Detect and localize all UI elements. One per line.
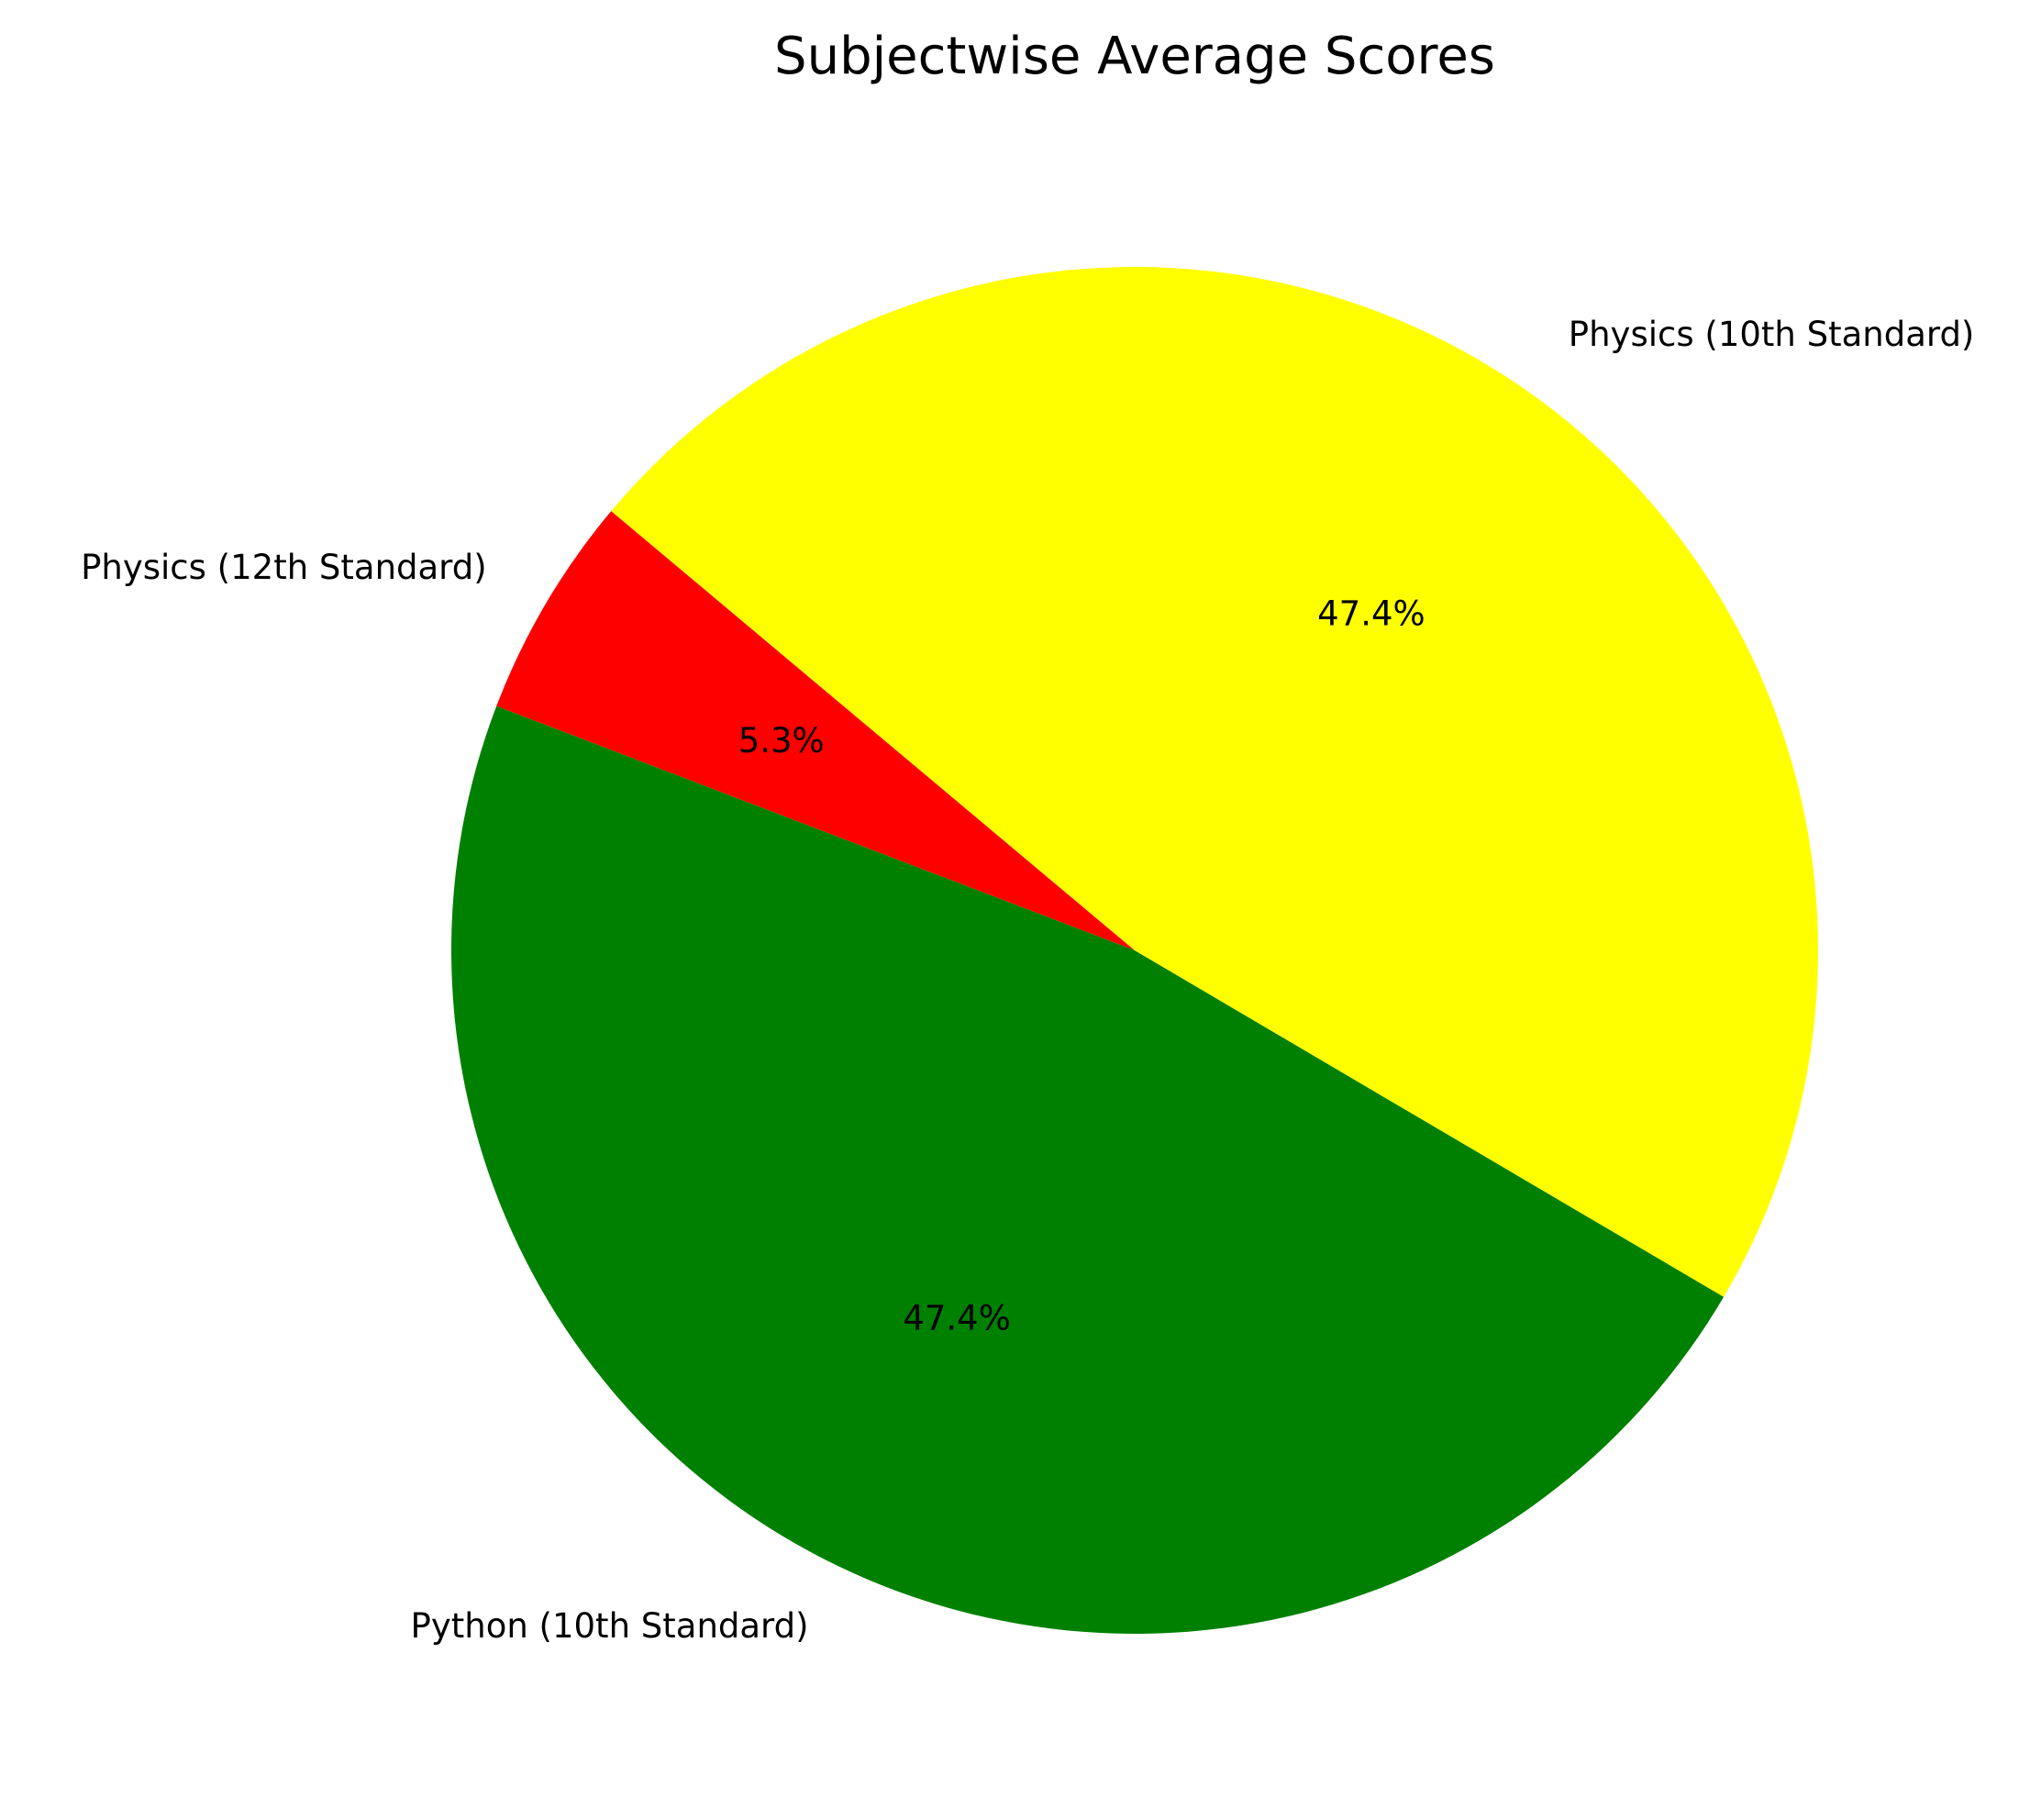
slice-label-2: Physics (10th Standard) (1569, 315, 1975, 354)
slice-percent-1: 47.4% (903, 1298, 1011, 1337)
slice-label-0: Physics (12th Standard) (81, 548, 487, 587)
slice-percent-2: 47.4% (1317, 594, 1425, 633)
slice-label-1: Python (10th Standard) (411, 1606, 809, 1646)
pie-slices (450, 266, 1819, 1635)
chart-title: Subjectwise Average Scores (774, 27, 1495, 86)
pie-slice-0 (496, 511, 1135, 950)
pie-slice-2 (611, 266, 1819, 1297)
pie-labels: Physics (12th Standard) 5.3% Python (10th … (81, 315, 1974, 1646)
pie-slice-1 (450, 705, 1725, 1635)
slice-percent-0: 5.3% (738, 721, 825, 760)
